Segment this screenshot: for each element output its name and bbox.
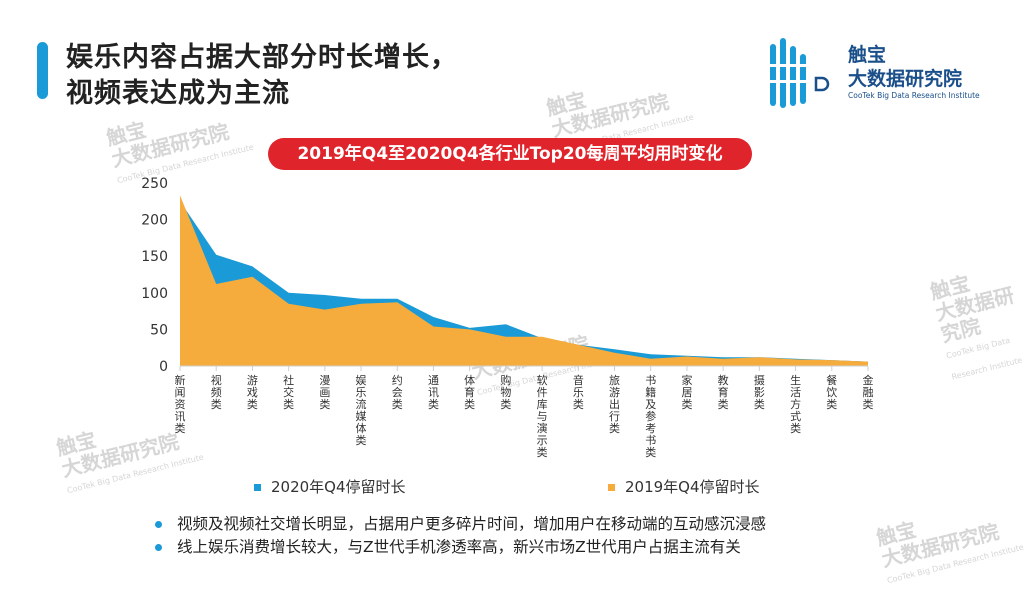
y-tick-label: 200 [141,213,168,229]
y-tick-label: 0 [159,359,168,375]
logo-name-line1: 触宝 [848,44,887,66]
x-tick-label: 体育类 [464,373,475,411]
x-tick-label: 金融类 [863,373,874,411]
legend-item-2019: 2019年Q4停留时长 [608,476,760,497]
title-accent-bar [37,42,48,99]
x-tick-label: 购物类 [500,373,511,411]
page-title: 娱乐内容占据大部分时长增长， 视频表达成为主流 [66,40,458,112]
legend-label-2020: 2020年Q4停留时长 [271,478,406,496]
x-tick-label: 视频类 [211,373,222,411]
bullet-item: 视频及视频社交增长明显，占据用户更多碎片时间，增加用户在移动端的互动感沉浸感 [155,513,766,536]
x-tick-label: 生活方式类 [790,373,801,435]
x-tick-label: 娱乐流媒体类 [356,373,367,447]
logo-english: CooTek Big Data Research Institute [848,91,980,100]
x-tick-label: 教育类 [718,374,729,411]
logo-name-line2: 大数据研究院 [848,68,963,90]
x-tick-label: 游戏类 [247,374,258,411]
x-tick-label: 书籍及参考书类 [645,374,656,459]
x-tick-label: 约会类 [392,374,403,411]
bullet-dot-icon [155,521,162,528]
page-title-line2: 视频表达成为主流 [66,78,290,109]
series-area-2019 [180,195,868,366]
brand-logo: 触宝 大数据研究院 CooTek Big Data Research Insti… [760,34,1000,114]
y-tick-label: 50 [150,322,168,338]
y-tick-label: 150 [141,249,168,265]
legend-label-2019: 2019年Q4停留时长 [625,478,760,496]
x-tick-label: 漫画类 [319,373,330,411]
logo-mark-icon [768,38,830,108]
legend-swatch-2020 [254,484,261,491]
bullet-list: 视频及视频社交增长明显，占据用户更多碎片时间，增加用户在移动端的互动感沉浸感 线… [155,513,766,559]
bullet-dot-icon [155,544,162,551]
chart-title: 2019年Q4至2020Q4各行业Top20每周平均用时变化 [268,138,752,170]
x-tick-label: 餐饮类 [826,373,837,411]
y-tick-label: 250 [141,176,168,192]
x-tick-label: 摄影类 [754,373,765,411]
x-tick-label: 音乐类 [573,373,584,411]
x-tick-label: 通讯类 [428,374,439,411]
x-tick-label: 新闻资讯类 [175,373,186,435]
x-tick-label: 家居类 [681,373,692,411]
bullet-item: 线上娱乐消费增长较大，与Z世代手机渗透率高，新兴市场Z世代用户占据主流有关 [155,536,766,559]
x-tick-label: 社交类 [283,373,294,411]
y-tick-label: 100 [141,286,168,302]
x-tick-label: 旅游出行类 [609,373,620,435]
area-chart: 0 50 100 150 200 250 新闻资讯类 视频类 游戏类 社交类 漫画类 娱乐流媒体类 约会… [141,176,874,459]
bullet-text: 视频及视频社交增长明显，占据用户更多碎片时间，增加用户在移动端的互动感沉浸感 [177,515,767,533]
legend-swatch-2019 [608,484,615,491]
legend-item-2020: 2020年Q4停留时长 [254,476,406,497]
bullet-text: 线上娱乐消费增长较大，与Z世代手机渗透率高，新兴市场Z世代用户占据主流有关 [177,538,741,556]
x-tick-label: 软件库与演示类 [537,373,548,459]
page-title-line1: 娱乐内容占据大部分时长增长， [66,42,458,73]
